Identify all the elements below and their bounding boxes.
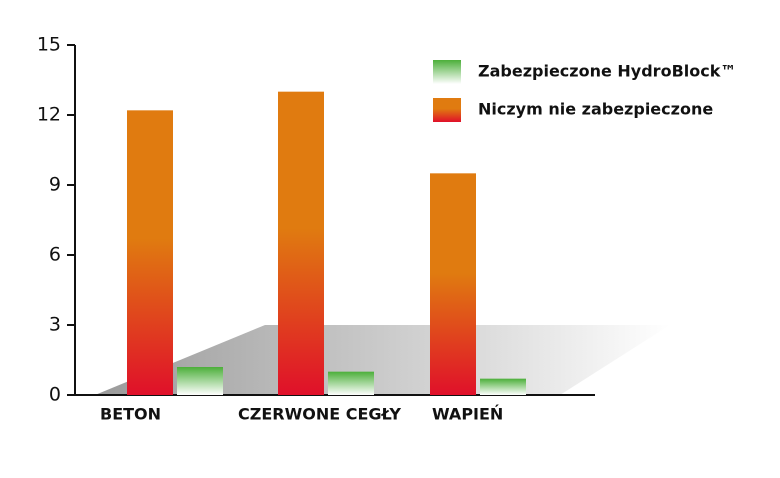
y-tick-label: 6	[49, 244, 61, 266]
y-tick-label: 15	[37, 34, 61, 56]
bar	[278, 91, 324, 396]
y-tick-label: 9	[49, 174, 61, 196]
x-tick-label: WAPIEŃ	[432, 405, 503, 424]
legend-label: Niczym nie zabezpieczone	[478, 100, 713, 119]
x-tick-label: CZERWONE CEGŁY	[238, 405, 401, 424]
x-tick-label: BETON	[100, 405, 161, 424]
bar	[328, 371, 374, 395]
legend-label: Zabezpieczone HydroBlock™	[478, 62, 736, 81]
legend-swatch	[433, 60, 461, 84]
y-tick-label: 3	[49, 314, 61, 336]
floor	[95, 325, 670, 395]
bar	[127, 110, 173, 395]
y-tick-label: 12	[37, 104, 61, 126]
bar	[177, 367, 223, 395]
bar	[430, 173, 476, 395]
bar	[480, 378, 526, 395]
legend-swatch	[433, 98, 461, 122]
y-tick-label: 0	[49, 384, 61, 406]
